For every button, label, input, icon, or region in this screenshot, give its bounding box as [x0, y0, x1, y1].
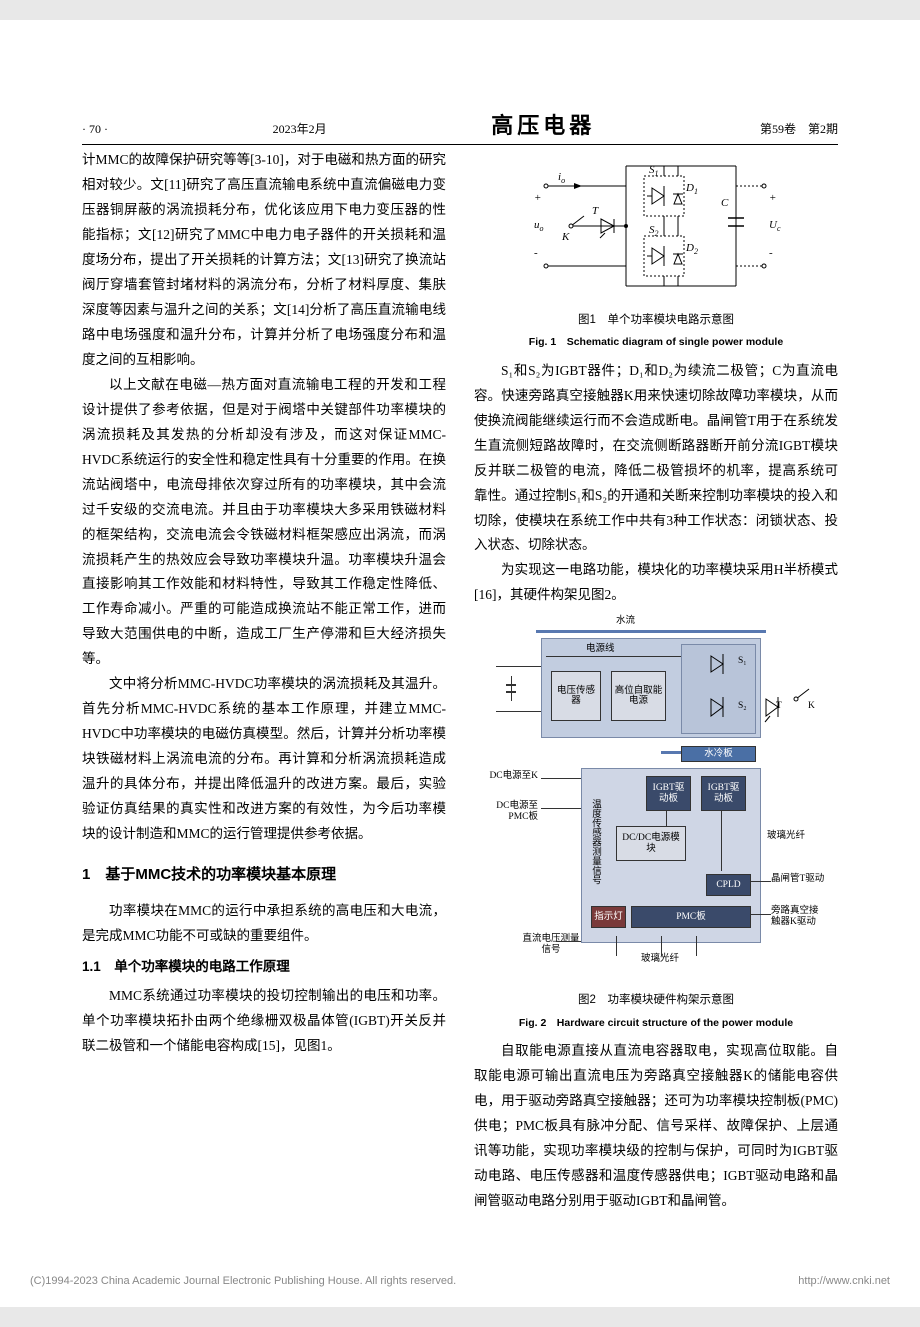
- two-column-layout: 计MMC的故障保护研究等等[3-10]，对于电磁和热方面的研究相对较少。文[11…: [82, 148, 838, 1238]
- page: · 70 · 2023年2月 高压电器 第59卷 第2期 计MMC的故障保护研究…: [0, 20, 920, 1307]
- page-number: · 70 ·: [82, 122, 108, 137]
- svg-text:C: C: [721, 197, 729, 209]
- section-1-heading: 1 基于MMC技术的功率模块基本原理: [82, 861, 446, 889]
- svg-text:-: -: [534, 247, 538, 259]
- svg-text:uo: uo: [534, 219, 544, 233]
- footer-right: http://www.cnki.net: [798, 1275, 890, 1287]
- fig2-fiber-bottom: 玻璃光纤: [641, 954, 679, 964]
- figure-2-blockdiagram: 水流 电源线 电压传感器 高位自取能电源: [486, 616, 826, 986]
- svg-text:D1: D1: [685, 182, 698, 196]
- svg-text:+: +: [769, 192, 776, 204]
- footer-left: (C)1994-2023 China Academic Journal Elec…: [30, 1275, 456, 1287]
- figure-1-circuit: io + uo - K T S1 D1 S2 D2 C + Uc -: [526, 156, 786, 306]
- fig2-igbt-drv1: IGBT驱动板: [646, 776, 691, 811]
- subsection-1-1-heading: 1.1 单个功率模块的电路工作原理: [82, 955, 446, 980]
- header-date: 2023年2月: [273, 120, 327, 137]
- svg-text:io: io: [558, 171, 565, 185]
- fig2-high-self-power: 高位自取能电源: [611, 671, 666, 721]
- figure-2-caption-cn: 图2 功率模块硬件构架示意图: [474, 990, 838, 1011]
- volume-issue: 第59卷 第2期: [760, 120, 838, 137]
- left-para-2: 以上文献在电磁—热方面对直流输电工程的开发和工程设计提供了参考依据，但是对于阀塔…: [82, 373, 446, 673]
- left-para-3: 文中将分析MMC-HVDC功率模块的涡流损耗及其温升。首先分析MMC-HVDC系…: [82, 672, 446, 847]
- figure-2-caption-en: Fig. 2 Hardware circuit structure of the…: [474, 1014, 838, 1033]
- fig2-dc-volt-sig: 直流电压测量信号: [521, 934, 581, 955]
- page-footer: (C)1994-2023 China Academic Journal Elec…: [30, 1275, 890, 1287]
- right-para-1: S₁和S₂为IGBT器件；D₁和D₂为续流二极管；C为直流电容。快速旁路真空接触…: [474, 359, 838, 559]
- page-header: · 70 · 2023年2月 高压电器 第59卷 第2期: [82, 108, 838, 145]
- figure-2: 水流 电源线 电压传感器 高位自取能电源: [474, 616, 838, 1033]
- svg-text:T: T: [592, 205, 599, 217]
- fig2-led: 指示灯: [591, 906, 626, 928]
- fig2-water-plate: 水冷板: [681, 746, 756, 762]
- fig2-bypass-drv: 旁路真空接触器K驱动: [771, 906, 826, 927]
- right-column: io + uo - K T S1 D1 S2 D2 C + Uc -: [474, 148, 838, 1238]
- svg-text:D2: D2: [685, 242, 698, 256]
- svg-text:K: K: [561, 231, 570, 243]
- left-column: 计MMC的故障保护研究等等[3-10]，对于电磁和热方面的研究相对较少。文[11…: [82, 148, 446, 1238]
- left-para-5: MMC系统通过功率模块的投切控制输出的电压和功率。单个功率模块拓扑由两个绝缘栅双…: [82, 984, 446, 1059]
- fig2-glass-fiber: 玻璃光纤: [766, 831, 806, 841]
- fig2-thy-drv: 晶闸管T驱动: [771, 874, 826, 884]
- left-para-4: 功率模块在MMC的运行中承担系统的高电压和大电流，是完成MMC功能不可或缺的重要…: [82, 899, 446, 949]
- fig2-voltage-sensor: 电压传感器: [551, 671, 601, 721]
- figure-1-caption-cn: 图1 单个功率模块电路示意图: [474, 310, 838, 331]
- fig2-water-line: [536, 630, 766, 633]
- fig2-dc-to-k: DC电源至K: [486, 771, 538, 781]
- figure-1: io + uo - K T S1 D1 S2 D2 C + Uc -: [474, 156, 838, 353]
- figure-1-caption-en: Fig. 1 Schematic diagram of single power…: [474, 333, 838, 352]
- svg-text:S2: S2: [649, 224, 659, 238]
- right-para-3: 自取能电源直接从直流电容器取电，实现高位取能。自取能电源可输出直流电压为旁路真空…: [474, 1039, 838, 1214]
- journal-title: 高压电器: [491, 108, 595, 140]
- left-para-1: 计MMC的故障保护研究等等[3-10]，对于电磁和热方面的研究相对较少。文[11…: [82, 148, 446, 373]
- fig2-temp-sensor: 温度传感器测量信号: [586, 776, 600, 906]
- fig2-powerline-label: 电源线: [586, 644, 615, 654]
- svg-text:Uc: Uc: [769, 219, 781, 233]
- fig2-water-label: 水流: [616, 616, 635, 626]
- fig2-cpld: CPLD: [706, 874, 751, 896]
- right-para-2: 为实现这一电路功能，模块化的功率模块采用H半桥模式[16]，其硬件构架见图2。: [474, 558, 838, 608]
- fig2-dcdc: DC/DC电源模块: [616, 826, 686, 861]
- svg-text:+: +: [534, 192, 541, 204]
- fig2-pmc: PMC板: [631, 906, 751, 928]
- svg-text:-: -: [769, 247, 773, 259]
- fig2-dc-to-pmc: DC电源至PMC板: [486, 801, 538, 822]
- fig2-igbt-drv2: IGBT驱动板: [701, 776, 746, 811]
